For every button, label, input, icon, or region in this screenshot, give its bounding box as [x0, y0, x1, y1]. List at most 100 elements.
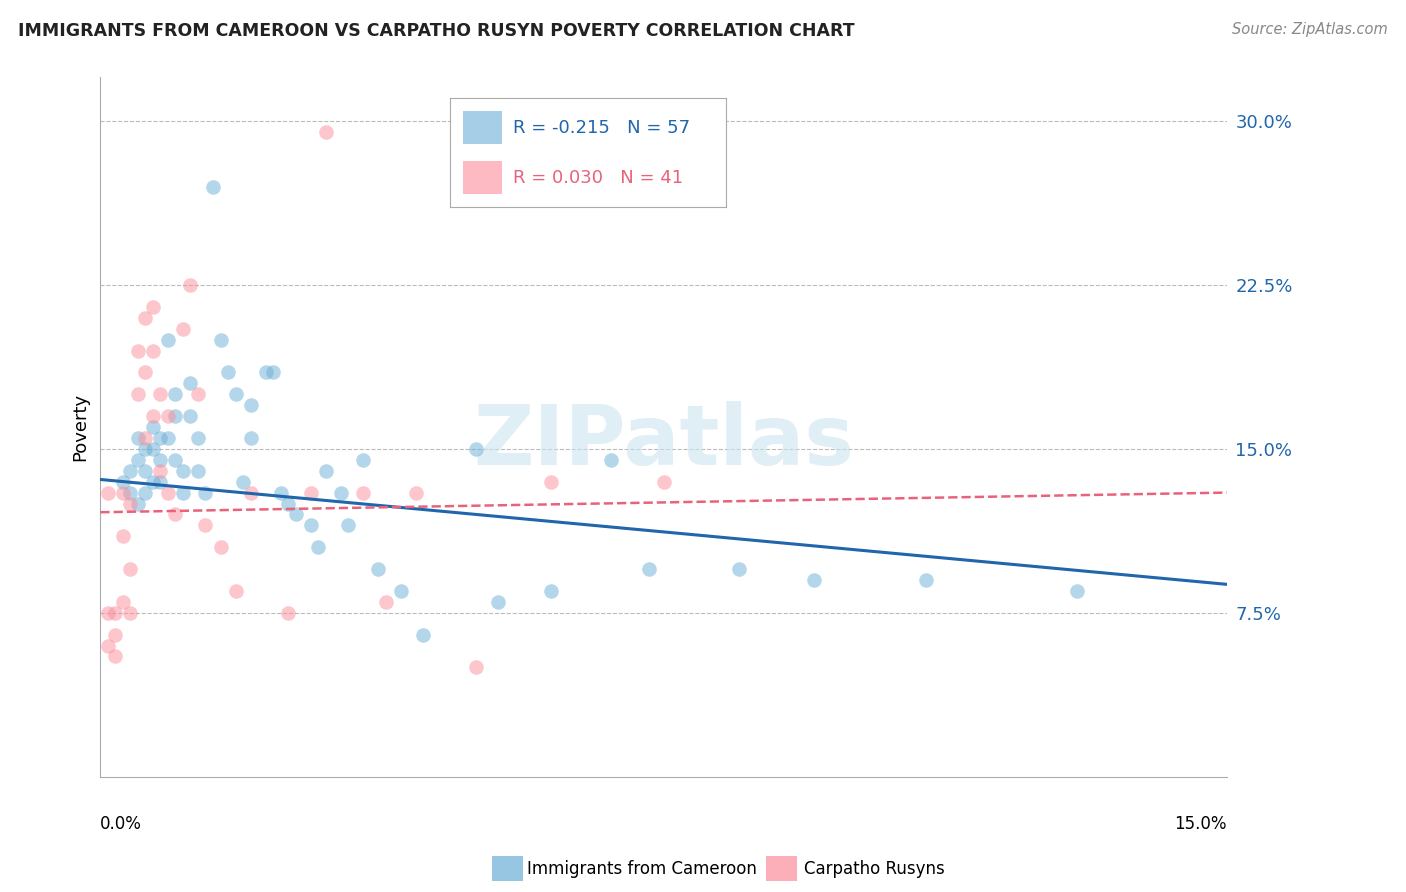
Point: [111, 475, 134, 489]
Point: [165, 387, 187, 401]
Point: [187, 387, 209, 401]
Point: [187, 431, 209, 445]
Point: [915, 573, 938, 587]
Point: [134, 365, 156, 379]
Point: [412, 627, 434, 641]
Point: [149, 475, 172, 489]
Point: [179, 376, 201, 391]
Point: [315, 464, 337, 478]
Point: [127, 431, 149, 445]
Text: Carpatho Rusyns: Carpatho Rusyns: [804, 860, 945, 878]
Point: [142, 409, 165, 423]
Point: [134, 310, 156, 325]
Point: [239, 398, 262, 412]
Point: [97, 485, 120, 500]
Point: [299, 485, 322, 500]
Point: [209, 333, 232, 347]
Text: ZIPatlas: ZIPatlas: [472, 401, 853, 482]
Point: [337, 518, 360, 533]
Point: [134, 464, 156, 478]
Point: [165, 508, 187, 522]
Point: [179, 278, 201, 293]
Text: 0.0%: 0.0%: [100, 815, 142, 833]
Text: Immigrants from Cameroon: Immigrants from Cameroon: [527, 860, 756, 878]
Point: [201, 179, 224, 194]
Point: [127, 496, 149, 510]
Point: [142, 300, 165, 314]
Point: [127, 343, 149, 358]
Point: [254, 365, 277, 379]
Text: IMMIGRANTS FROM CAMEROON VS CARPATHO RUSYN POVERTY CORRELATION CHART: IMMIGRANTS FROM CAMEROON VS CARPATHO RUS…: [18, 22, 855, 40]
Point: [600, 452, 623, 467]
Text: 15.0%: 15.0%: [1174, 815, 1227, 833]
Point: [194, 485, 217, 500]
Point: [104, 606, 127, 620]
Point: [652, 475, 675, 489]
Point: [134, 431, 156, 445]
Point: [120, 606, 142, 620]
Point: [232, 475, 254, 489]
Point: [156, 409, 179, 423]
Point: [142, 442, 165, 456]
Point: [540, 475, 562, 489]
Point: [156, 431, 179, 445]
Point: [134, 485, 156, 500]
Point: [270, 485, 292, 500]
Point: [225, 387, 247, 401]
Point: [172, 485, 194, 500]
Point: [1066, 583, 1088, 598]
Point: [352, 452, 374, 467]
Point: [367, 562, 389, 576]
Point: [120, 485, 142, 500]
Point: [284, 508, 307, 522]
Point: [277, 496, 299, 510]
Point: [187, 464, 209, 478]
Point: [464, 442, 486, 456]
Point: [299, 518, 322, 533]
Point: [142, 343, 165, 358]
Point: [149, 431, 172, 445]
Point: [803, 573, 825, 587]
Point: [104, 627, 127, 641]
Text: Source: ZipAtlas.com: Source: ZipAtlas.com: [1232, 22, 1388, 37]
Point: [389, 583, 412, 598]
Point: [165, 409, 187, 423]
Point: [156, 485, 179, 500]
Point: [727, 562, 749, 576]
Point: [127, 387, 149, 401]
Point: [104, 649, 127, 664]
Point: [464, 660, 486, 674]
Point: [239, 485, 262, 500]
Point: [225, 583, 247, 598]
Point: [97, 639, 120, 653]
Point: [209, 540, 232, 554]
Point: [120, 464, 142, 478]
Point: [149, 387, 172, 401]
Point: [329, 485, 352, 500]
Point: [134, 442, 156, 456]
Point: [239, 431, 262, 445]
Point: [179, 409, 201, 423]
Point: [374, 595, 396, 609]
Point: [540, 583, 562, 598]
Point: [149, 464, 172, 478]
Point: [405, 485, 427, 500]
Point: [156, 333, 179, 347]
Point: [149, 452, 172, 467]
Point: [127, 452, 149, 467]
Point: [277, 606, 299, 620]
Point: [307, 540, 329, 554]
Point: [111, 529, 134, 543]
Point: [352, 485, 374, 500]
Point: [120, 562, 142, 576]
Point: [111, 595, 134, 609]
Point: [315, 125, 337, 139]
Point: [111, 485, 134, 500]
Point: [120, 496, 142, 510]
Point: [172, 322, 194, 336]
Point: [142, 420, 165, 434]
Point: [194, 518, 217, 533]
Point: [262, 365, 284, 379]
Point: [486, 595, 509, 609]
Point: [217, 365, 239, 379]
